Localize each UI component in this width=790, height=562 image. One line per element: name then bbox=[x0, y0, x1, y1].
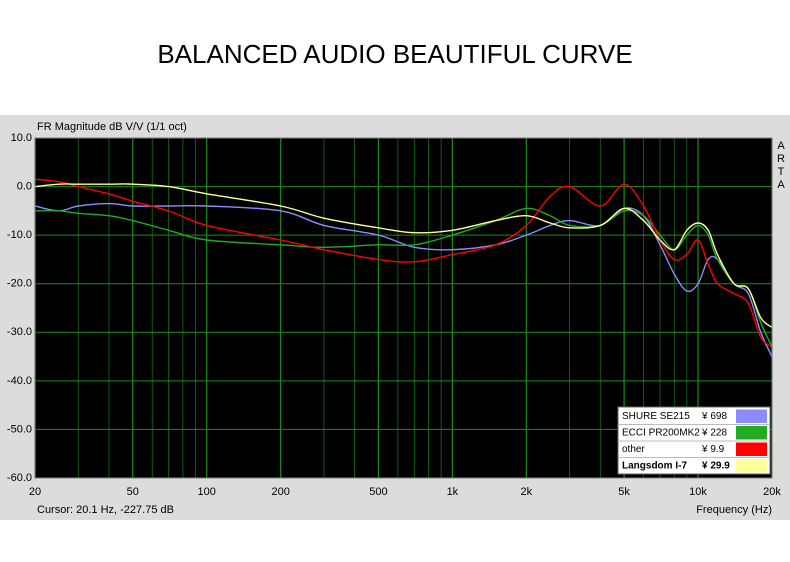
legend-swatch bbox=[736, 459, 767, 473]
legend-swatch bbox=[736, 426, 767, 440]
x-tick-label: 1k bbox=[447, 486, 459, 498]
legend-price: ¥ 29.9 bbox=[702, 460, 730, 471]
x-tick-label: 20 bbox=[29, 486, 41, 498]
cursor-readout: Cursor: 20.1 Hz, -227.75 dB bbox=[37, 504, 174, 516]
x-axis-label: Frequency (Hz) bbox=[696, 504, 772, 516]
legend-price: ¥ 228 bbox=[701, 427, 727, 438]
y-tick-label: 10.0 bbox=[11, 132, 32, 144]
fr-curve bbox=[35, 178, 772, 348]
legend-label: Langsdom I-7 bbox=[622, 460, 687, 471]
x-tick-label: 200 bbox=[271, 486, 289, 498]
plot-frame bbox=[34, 137, 773, 479]
legend-label: ECCI PR200MK2 bbox=[622, 427, 700, 438]
y-tick-label: -60.0 bbox=[7, 472, 32, 484]
fr-curve bbox=[35, 202, 772, 357]
fr-curve bbox=[35, 183, 772, 328]
legend-swatch bbox=[736, 409, 767, 423]
x-tick-label: 500 bbox=[369, 486, 387, 498]
fr-curve bbox=[35, 207, 772, 348]
chart-title: BALANCED AUDIO BEAUTIFUL CURVE bbox=[157, 39, 632, 69]
legend-swatch bbox=[736, 442, 767, 456]
x-tick-label: 20k bbox=[763, 486, 781, 498]
legend-label: other bbox=[622, 444, 645, 455]
legend-label: SHURE SE215 bbox=[622, 411, 690, 422]
x-tick-label: 5k bbox=[618, 486, 630, 498]
y-tick-label: -10.0 bbox=[7, 229, 32, 241]
x-tick-label: 100 bbox=[198, 486, 216, 498]
curves bbox=[35, 178, 772, 357]
y-tick-label: 0.0 bbox=[17, 180, 32, 192]
x-tick-label: 10k bbox=[689, 486, 707, 498]
watermark: ARTA bbox=[775, 140, 787, 192]
y-tick-label: -40.0 bbox=[7, 375, 32, 387]
x-tick-label: 2k bbox=[521, 486, 533, 498]
y-tick-label: -30.0 bbox=[7, 326, 32, 338]
y-tick-label: -20.0 bbox=[7, 278, 32, 290]
legend-price: ¥ 698 bbox=[701, 411, 727, 422]
legend-price: ¥ 9.9 bbox=[701, 444, 725, 455]
x-tick-label: 50 bbox=[127, 486, 139, 498]
y-tick-label: -50.0 bbox=[7, 423, 32, 435]
panel-title: FR Magnitude dB V/V (1/1 oct) bbox=[37, 121, 187, 133]
